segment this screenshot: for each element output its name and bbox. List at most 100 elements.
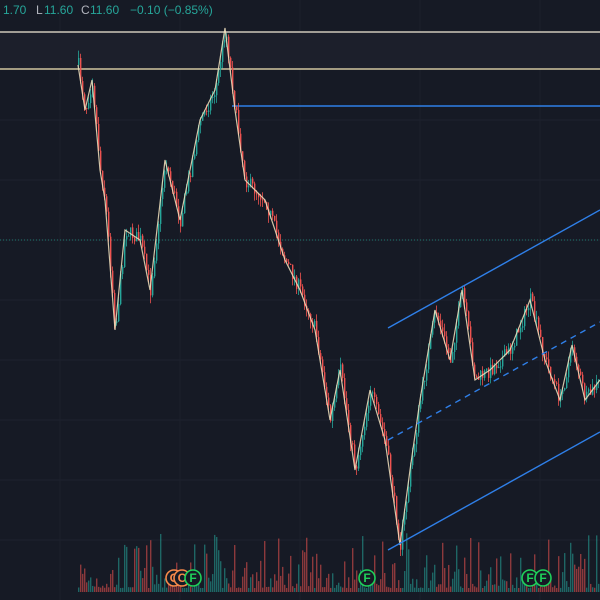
candle-body	[382, 422, 384, 430]
volume-bar	[560, 587, 562, 592]
volume-bar	[278, 538, 280, 592]
volume-bar	[310, 572, 312, 592]
candle-body	[536, 317, 538, 319]
volume-bar	[578, 566, 580, 592]
candle-body	[214, 95, 216, 97]
volume-bar	[498, 585, 500, 592]
candle-body	[318, 337, 320, 354]
candle-body	[162, 187, 164, 200]
volume-bar	[516, 577, 518, 592]
volume-bar	[476, 587, 478, 592]
close-value: 11.60	[90, 3, 119, 17]
candle-body	[434, 312, 436, 323]
volume-bar	[552, 587, 554, 592]
candle-body	[478, 377, 480, 380]
volume-bar	[330, 587, 332, 592]
volume-bar	[378, 585, 380, 592]
volume-bar	[580, 553, 582, 592]
volume-bar	[160, 533, 162, 592]
volume-bar	[314, 587, 316, 592]
candle-body	[86, 108, 88, 110]
candle-body	[554, 379, 556, 383]
candle-body	[206, 110, 208, 112]
volume-bar	[590, 583, 592, 592]
candle-body	[442, 327, 444, 332]
volume-bar	[140, 570, 142, 592]
volume-bar	[482, 587, 484, 592]
candle-body	[354, 444, 356, 467]
volume-bar	[154, 584, 156, 592]
candle-body	[404, 512, 406, 525]
volume-bar	[480, 570, 482, 592]
volume-bar	[410, 583, 412, 592]
candle-body	[278, 232, 280, 242]
volume-bar	[354, 579, 356, 592]
volume-bar	[322, 587, 324, 592]
volume-bar	[326, 577, 328, 592]
volume-bar	[438, 584, 440, 592]
candle-body	[186, 191, 188, 195]
candle-body	[132, 227, 134, 239]
candle-body	[264, 200, 266, 203]
candle-body	[142, 235, 144, 247]
volume-bar	[422, 587, 424, 592]
candle-body	[368, 405, 370, 414]
volume-bar	[554, 585, 556, 592]
candle-body	[272, 210, 274, 216]
volume-bar	[592, 587, 594, 592]
volume-bar	[456, 545, 458, 592]
candle-body	[126, 236, 128, 240]
candle-body	[224, 40, 226, 43]
candle-body	[504, 349, 506, 357]
volume-bar	[98, 586, 100, 592]
volume-bar	[348, 577, 350, 592]
volume-bar	[128, 587, 130, 592]
volume-bar	[528, 587, 530, 592]
candle-body	[80, 58, 82, 82]
candle-body	[236, 107, 238, 111]
candle-body	[118, 304, 120, 322]
volume-bar	[518, 587, 520, 592]
volume-bar	[204, 544, 206, 592]
volume-bar	[596, 535, 598, 592]
candle-body	[324, 372, 326, 387]
volume-bar	[352, 548, 354, 592]
candle-body	[466, 302, 468, 312]
volume-bar	[558, 556, 560, 592]
candle-body	[546, 357, 548, 360]
candle-body	[314, 320, 316, 327]
volume-bar	[220, 561, 222, 592]
volume-bar	[144, 567, 146, 592]
candle-body	[568, 362, 570, 378]
candle-body	[158, 223, 160, 244]
volume-bar	[174, 587, 176, 592]
volume-bar	[188, 582, 190, 592]
candle-body	[106, 196, 108, 212]
candle-body	[596, 381, 598, 390]
volume	[78, 533, 600, 592]
candle-body	[122, 266, 124, 275]
candle-body	[190, 175, 192, 177]
volume-bar	[184, 587, 186, 592]
candle-body	[352, 443, 354, 445]
candle-body	[520, 327, 522, 333]
candle-body	[120, 274, 122, 305]
candle-body	[242, 151, 244, 161]
candle-body	[230, 57, 232, 68]
volume-bar	[192, 587, 194, 592]
candle-body	[370, 393, 372, 406]
volume-bar	[90, 577, 92, 592]
candle-body	[288, 261, 290, 264]
candle-body	[180, 216, 182, 227]
candle-body	[428, 348, 430, 370]
volume-bar	[276, 580, 278, 592]
candle-body	[556, 382, 558, 384]
volume-bar	[216, 537, 218, 592]
volume-bar	[584, 558, 586, 592]
candle-body	[84, 94, 86, 109]
candle-body	[168, 167, 170, 172]
candle-body	[262, 199, 264, 201]
candle-body	[146, 253, 148, 270]
volume-bar	[340, 586, 342, 592]
